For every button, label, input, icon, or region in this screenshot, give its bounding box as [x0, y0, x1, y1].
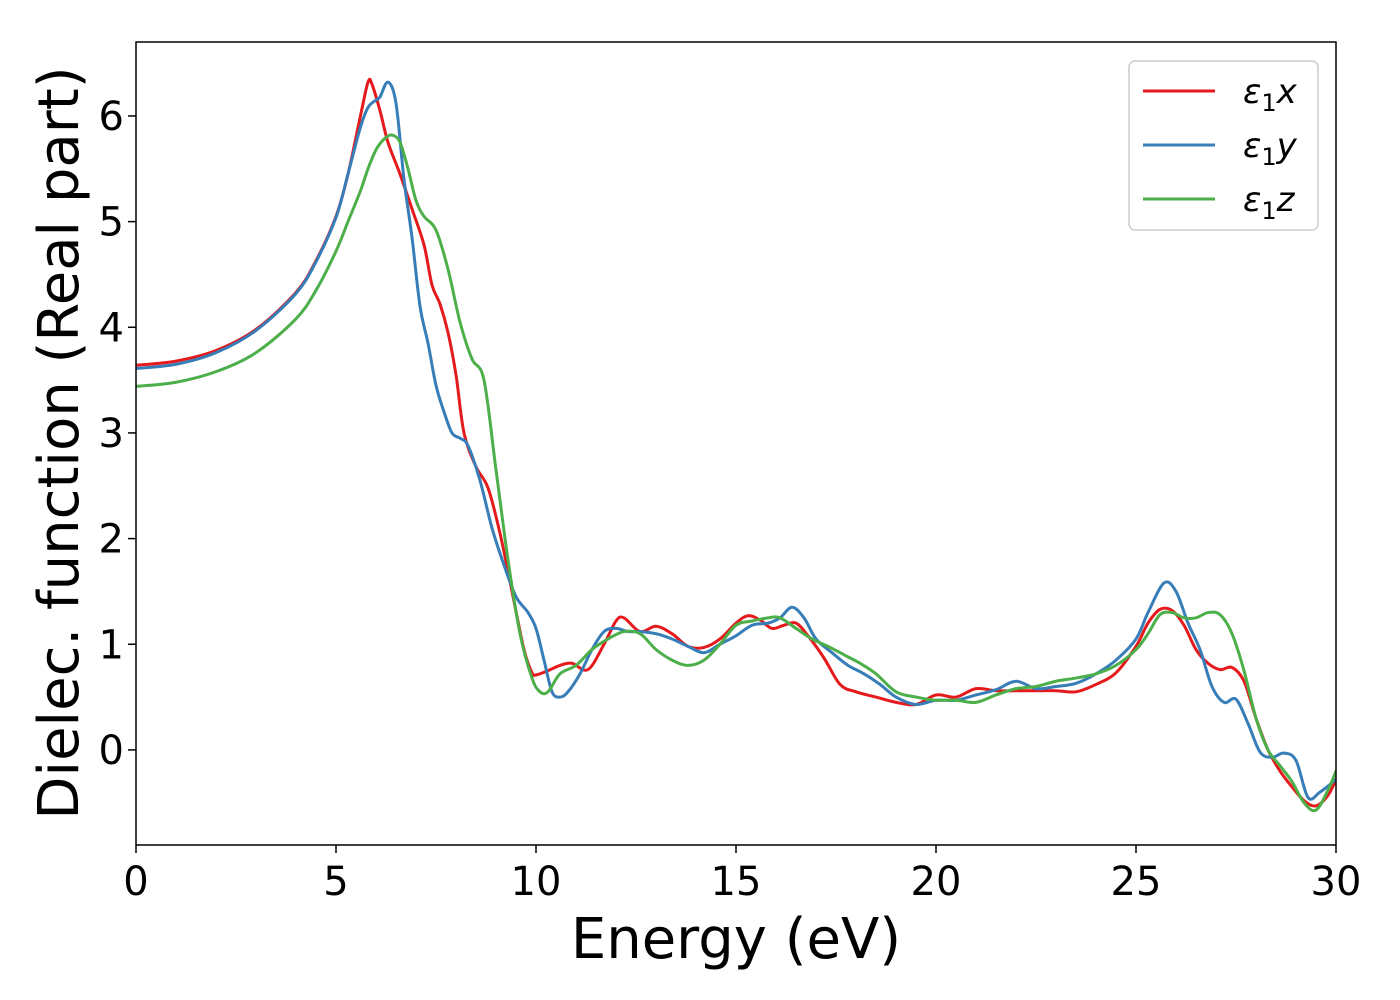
x-tick-label: 25 [1111, 859, 1162, 905]
x-axis-title: Energy (eV) [571, 907, 901, 972]
legend-box [1128, 60, 1319, 231]
y-tick-label: 3 [99, 411, 124, 457]
legend-label-x: ε1x [1243, 72, 1298, 117]
series-line-y [136, 80, 1336, 801]
legend-label-z: ε1z [1243, 180, 1296, 225]
x-tick-label: 20 [911, 859, 962, 905]
y-tick-label: 2 [99, 517, 124, 563]
y-tick-label: 0 [99, 728, 124, 774]
series-lines [136, 77, 1336, 813]
legend: ε1x ε1y ε1z [1128, 60, 1319, 231]
x-tick-label: 30 [1311, 859, 1362, 905]
x-tick-label: 5 [323, 859, 348, 905]
x-tick-label: 0 [123, 859, 148, 905]
legend-label-y: ε1y [1243, 126, 1298, 171]
axis-ticks: 0 5 10 15 20 25 30 0 1 2 3 4 5 6 [99, 94, 1362, 905]
y-tick-label: 6 [99, 94, 124, 140]
x-tick-label: 10 [511, 859, 562, 905]
y-tick-label: 4 [99, 305, 124, 351]
series-line-z [136, 133, 1336, 813]
y-tick-label: 5 [99, 200, 124, 246]
y-axis-title: Dielec. function (Real part) [27, 66, 92, 819]
x-tick-label: 15 [711, 859, 762, 905]
y-tick-label: 1 [99, 622, 124, 668]
plot-frame [135, 41, 1337, 846]
